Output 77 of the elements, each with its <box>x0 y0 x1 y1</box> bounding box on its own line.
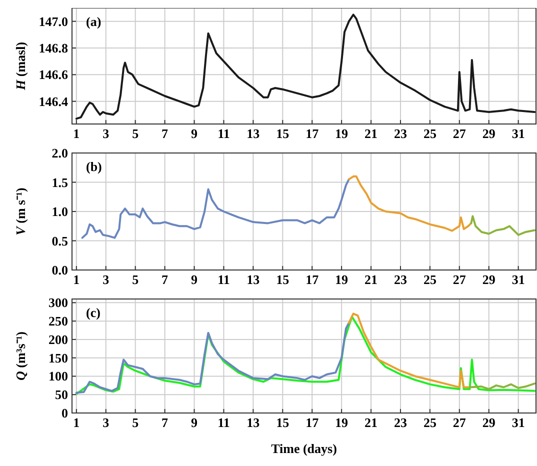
x-tick-label: 27 <box>452 272 466 287</box>
x-tick-label: 29 <box>482 272 496 287</box>
x-tick-label: 17 <box>306 415 320 430</box>
y-axis-title: H (masl) <box>13 42 28 92</box>
x-tick-label: 11 <box>218 272 230 287</box>
y-tick-label: 2.0 <box>52 146 68 160</box>
y-tick-label: 50 <box>55 387 68 402</box>
x-tick-label: 15 <box>276 126 290 141</box>
x-tick-label: 5 <box>132 415 140 430</box>
x-tick-label: 13 <box>246 126 260 141</box>
x-tick-label: 7 <box>162 126 169 141</box>
x-tick-label: 19 <box>335 415 349 430</box>
x-tick-label: 1 <box>73 415 80 430</box>
x-tick-label: 9 <box>191 272 198 287</box>
line-series <box>81 178 350 239</box>
x-tick-label: 5 <box>132 272 140 287</box>
y-tick-label: 200 <box>48 332 68 347</box>
x-tick-label: 3 <box>102 126 110 141</box>
x-tick-label: 1 <box>73 126 80 141</box>
annotation: (b) <box>86 159 102 174</box>
line-series <box>348 175 472 232</box>
x-tick-label: 25 <box>423 272 437 287</box>
line-series <box>470 215 536 236</box>
y-tick-label: 0.5 <box>52 233 68 248</box>
x-tick-label: 17 <box>306 126 320 141</box>
y-tick-label: 146.4 <box>38 94 68 109</box>
annotation: (a) <box>86 14 102 29</box>
x-tick-label: 9 <box>191 126 198 141</box>
y-tick-label: 150 <box>48 350 68 366</box>
x-tick-label: 19 <box>335 126 349 141</box>
y-tick-label: 250 <box>48 314 68 329</box>
y-tick-label: 146.6 <box>38 67 68 82</box>
y-tick-label: 146.8 <box>38 40 68 56</box>
x-tick-label: 19 <box>335 272 349 287</box>
y-axis-title: V (m s⁻¹) <box>13 188 28 236</box>
line-series <box>75 322 350 394</box>
x-tick-label: 27 <box>452 415 466 430</box>
x-tick-label: 21 <box>364 415 378 430</box>
y-tick-label: 0 <box>62 406 68 420</box>
y-tick-label: 300 <box>48 295 68 310</box>
x-tick-label: 29 <box>482 126 496 141</box>
x-tick-label: 3 <box>102 272 110 287</box>
y-tick-label: 100 <box>48 368 68 384</box>
x-tick-label: 31 <box>512 272 525 287</box>
x-tick-label: 1 <box>73 272 80 287</box>
x-tick-label: 31 <box>512 126 525 141</box>
x-tick-label: 11 <box>218 415 230 430</box>
x-tick-label: 23 <box>394 126 408 141</box>
x-axis-title: Time (days) <box>271 441 337 456</box>
x-tick-label: 13 <box>246 415 260 430</box>
line-series <box>75 14 536 120</box>
x-tick-label: 27 <box>452 126 466 141</box>
annotation: (c) <box>86 305 100 320</box>
x-tick-label: 9 <box>191 415 198 430</box>
x-tick-label: 13 <box>246 272 260 287</box>
x-tick-label: 29 <box>482 415 496 430</box>
x-tick-label: 15 <box>276 415 290 430</box>
y-tick-label: 1.5 <box>52 174 68 190</box>
x-tick-label: 25 <box>423 126 437 141</box>
x-tick-label: 11 <box>218 126 230 141</box>
y-tick-label: 0.0 <box>52 262 68 278</box>
x-tick-label: 21 <box>364 126 378 141</box>
x-tick-label: 5 <box>132 126 140 141</box>
x-tick-label: 7 <box>162 415 169 430</box>
y-axis-title: Q (m³s⁻¹) <box>13 332 28 380</box>
y-tick-label: 147.0 <box>38 14 68 29</box>
x-tick-label: 23 <box>394 272 408 287</box>
line-series <box>348 312 471 388</box>
x-tick-label: 15 <box>276 272 290 287</box>
x-tick-label: 25 <box>423 415 437 430</box>
y-tick-label: 1.0 <box>52 204 68 219</box>
x-tick-label: 17 <box>306 272 320 287</box>
x-tick-label: 7 <box>162 272 169 287</box>
x-tick-label: 21 <box>364 272 378 287</box>
x-tick-label: 23 <box>394 415 408 430</box>
x-tick-label: 31 <box>512 415 525 430</box>
x-tick-label: 3 <box>102 415 110 430</box>
